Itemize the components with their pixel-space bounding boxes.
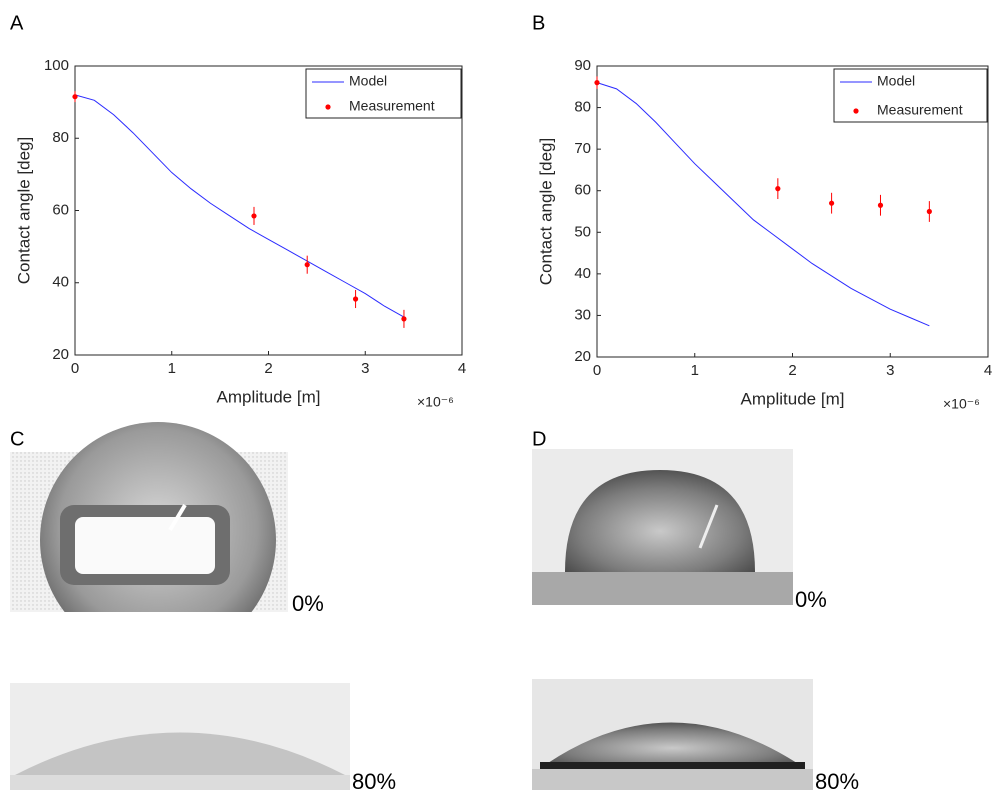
- measurement-point: [829, 200, 835, 206]
- x-multiplier: ×10⁻⁶: [417, 394, 454, 410]
- x-tick-label: 0: [71, 360, 79, 377]
- measurement-point: [775, 186, 781, 192]
- legend-swatch: [325, 104, 331, 110]
- image-label: 0%: [795, 587, 827, 612]
- y-axis-label: Contact angle [deg]: [14, 137, 33, 284]
- photo: [10, 422, 288, 672]
- photo: [532, 449, 793, 605]
- panel-label: C: [10, 428, 24, 450]
- x-tick-label: 1: [691, 362, 699, 379]
- image-label: 0%: [292, 591, 324, 616]
- y-tick-label: 40: [52, 274, 69, 291]
- measurement-point: [304, 262, 310, 268]
- y-tick-label: 40: [574, 265, 591, 282]
- panel-label: A: [10, 12, 24, 34]
- photo: [532, 679, 813, 790]
- model-line: [596, 82, 930, 327]
- x-axis-label: Amplitude [m]: [741, 389, 845, 408]
- legend-box: [305, 68, 462, 119]
- x-axis-label: Amplitude [m]: [217, 387, 321, 406]
- y-tick-label: 80: [574, 99, 591, 116]
- y-tick-label: 100: [44, 57, 69, 74]
- y-tick-label: 20: [52, 346, 69, 363]
- x-tick-label: 0: [593, 362, 601, 379]
- photo: [10, 683, 350, 790]
- x-tick-label: 2: [788, 362, 796, 379]
- measurement-point: [72, 94, 78, 100]
- legend-label: Measurement: [349, 98, 435, 114]
- measurement-point: [877, 202, 884, 208]
- legend-label: Model: [877, 73, 915, 89]
- measurement-point: [251, 213, 257, 219]
- measurement-point: [926, 208, 932, 215]
- legend-label: Model: [349, 73, 387, 89]
- x-tick-label: 4: [984, 362, 992, 379]
- y-tick-label: 50: [574, 223, 591, 240]
- measurement-point: [594, 80, 600, 86]
- x-tick-label: 3: [361, 360, 369, 377]
- x-tick-label: 2: [264, 360, 272, 377]
- x-tick-label: 3: [886, 362, 894, 379]
- measurement-point: [401, 316, 407, 322]
- measurement-point: [352, 296, 359, 302]
- x-tick-label: 1: [168, 360, 176, 377]
- legend-swatch: [853, 108, 859, 114]
- legend-label: Measurement: [877, 102, 963, 118]
- y-tick-label: 30: [574, 306, 591, 323]
- y-axis-label: Contact angle [deg]: [536, 138, 555, 285]
- panel-label: B: [532, 12, 545, 34]
- y-tick-label: 70: [574, 140, 591, 157]
- y-tick-label: 80: [52, 129, 69, 146]
- panel-label: D: [532, 428, 546, 450]
- y-tick-label: 60: [574, 182, 591, 199]
- image-label: 80%: [352, 769, 396, 794]
- y-tick-label: 90: [574, 57, 591, 74]
- model-line: [74, 94, 405, 318]
- x-tick-label: 4: [458, 360, 466, 377]
- y-tick-label: 60: [52, 201, 69, 218]
- y-tick-label: 20: [574, 348, 591, 365]
- legend-box: [833, 68, 988, 123]
- image-label: 80%: [815, 769, 859, 794]
- x-multiplier: ×10⁻⁶: [943, 396, 980, 412]
